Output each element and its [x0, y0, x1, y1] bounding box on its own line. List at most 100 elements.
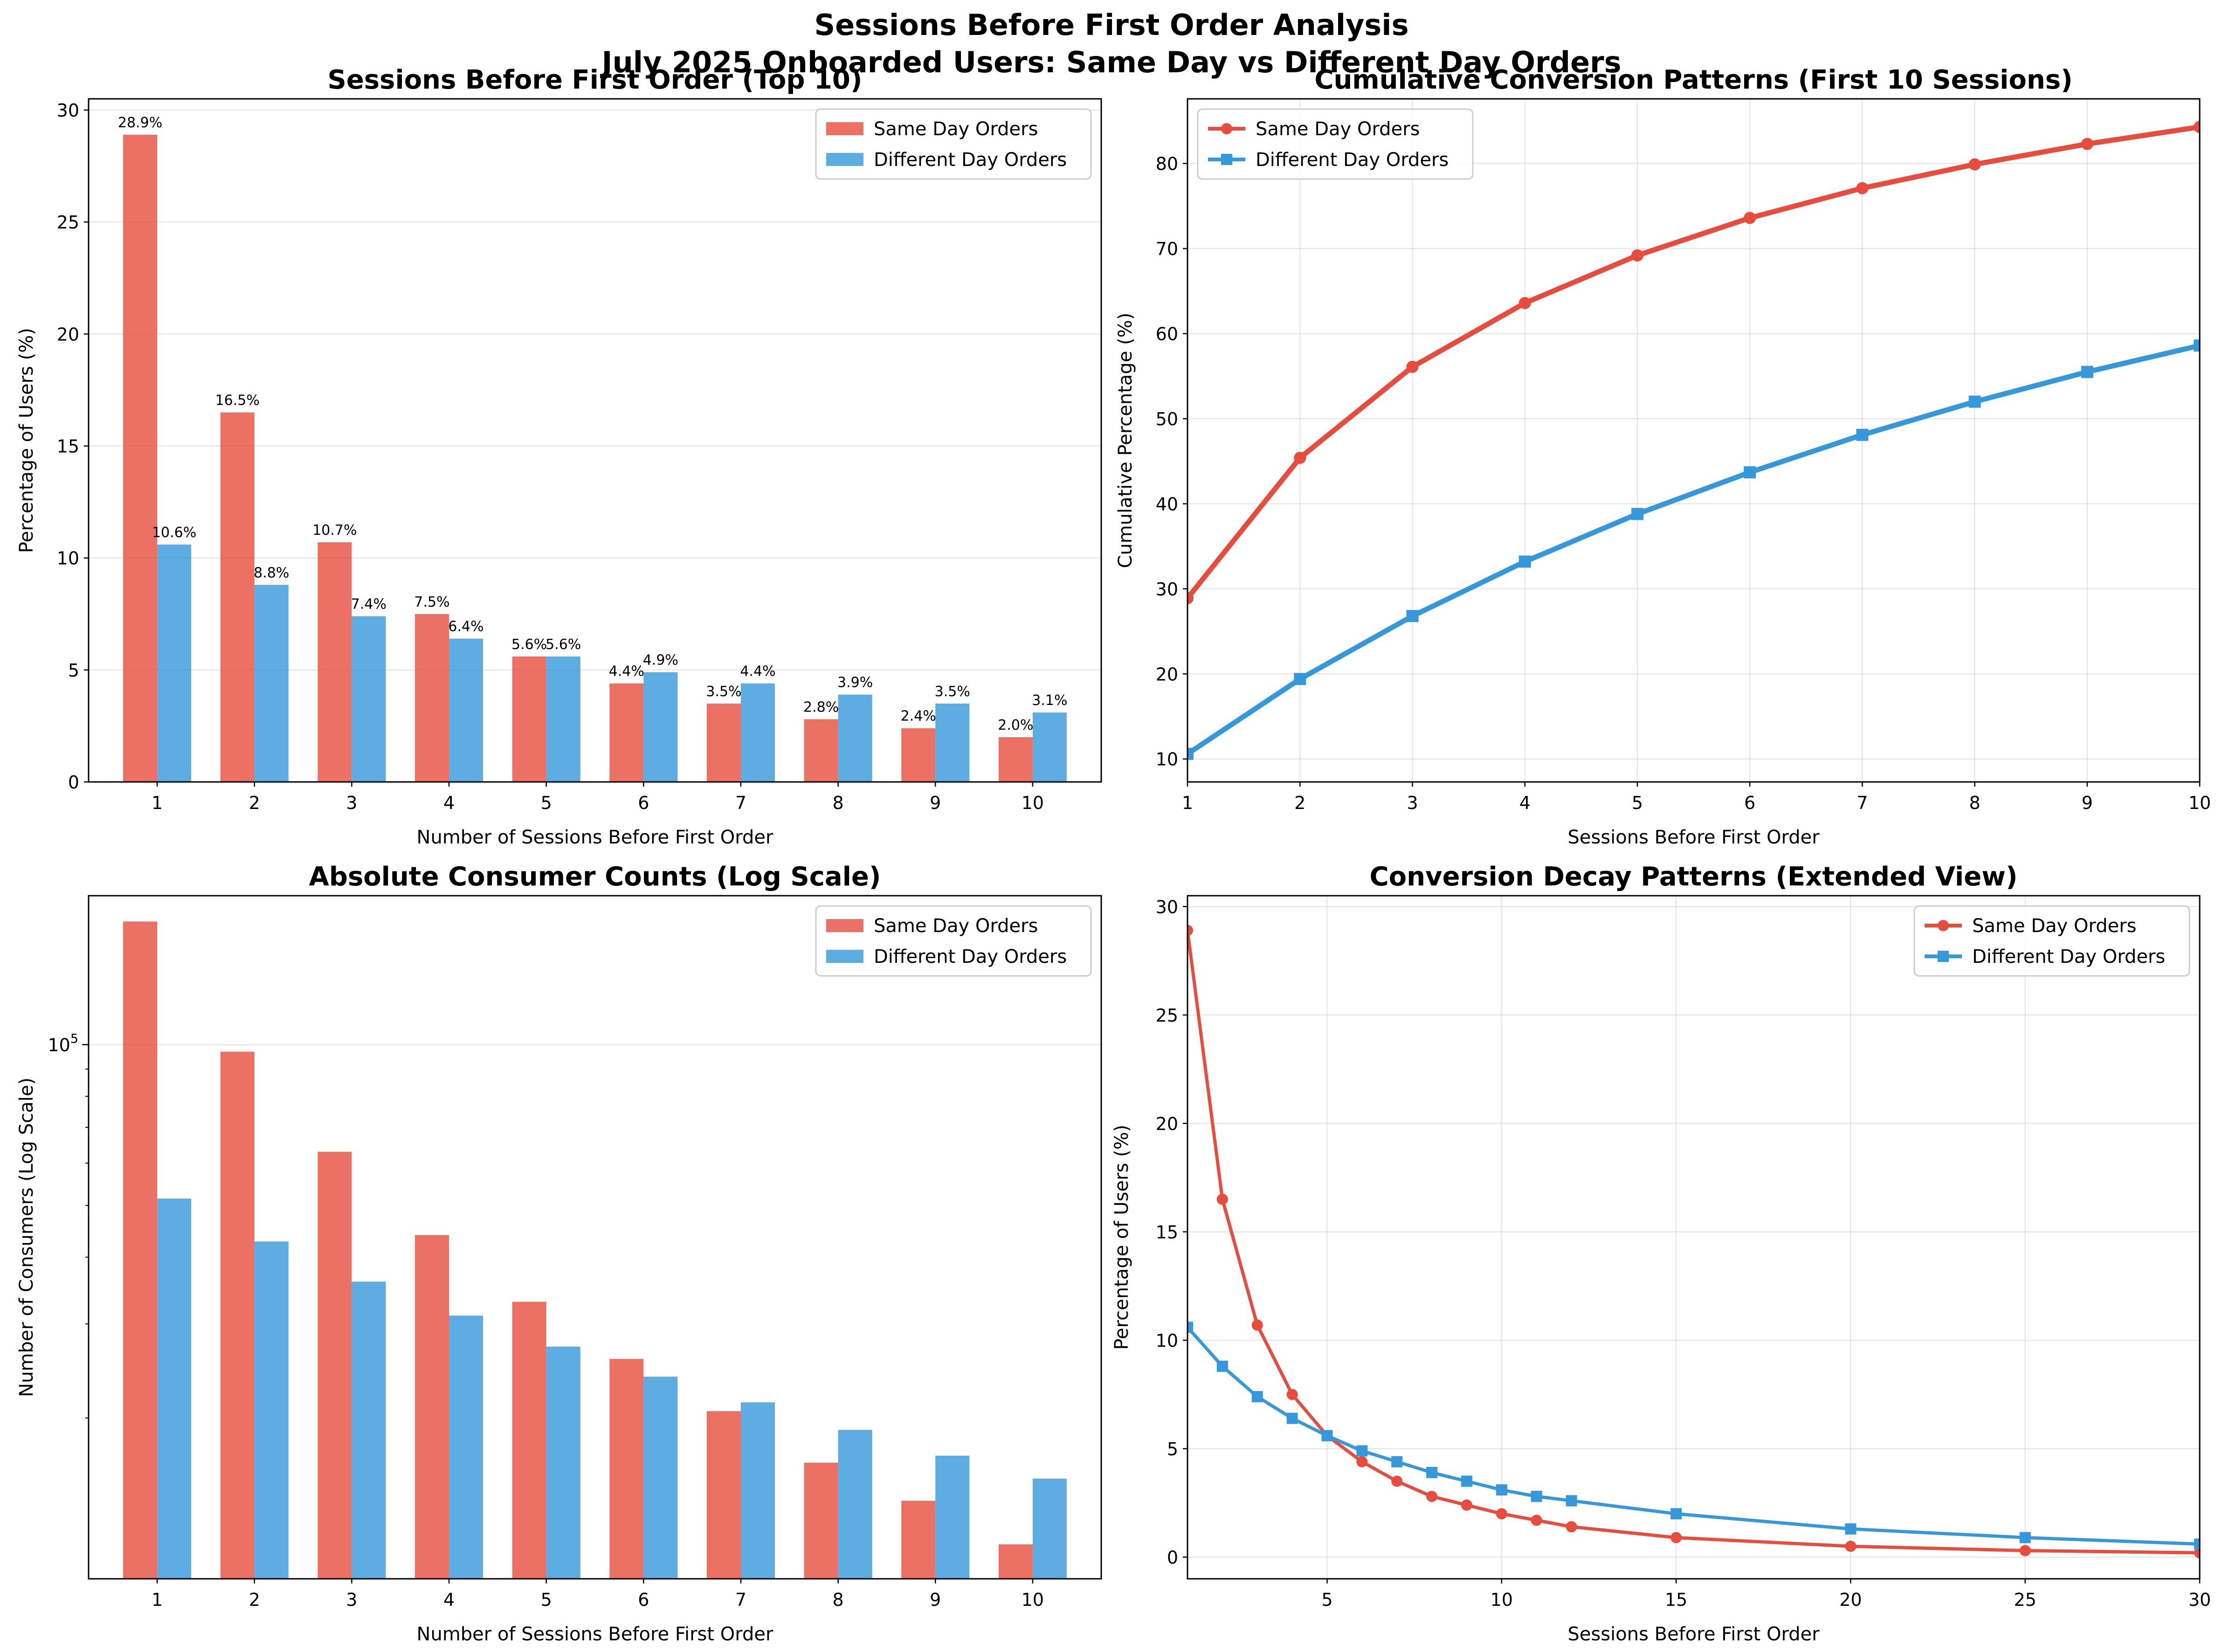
y-tick-label: 50: [1156, 409, 1178, 429]
point-different-day-3: [1406, 610, 1419, 622]
y-axis-label-3: Percentage of Users (%): [1111, 1125, 1132, 1350]
legend-bar-swatch: [826, 950, 863, 963]
plot-area: [1187, 121, 2200, 760]
data-label: 4.9%: [643, 652, 678, 669]
bar-different-day-8: [838, 694, 872, 782]
point-different-day-1: [1187, 1321, 1193, 1333]
point-different-day-10: [2194, 339, 2200, 352]
point-different-day-6: [1744, 466, 1756, 478]
legend-marker-square: [1221, 154, 1232, 165]
y-tick-label: 30: [1156, 579, 1178, 600]
bar-different-day-8: [838, 1430, 872, 1579]
legend-frame: [815, 108, 1092, 180]
bar-same-day-2: [220, 1051, 255, 1579]
legend-entry-0: Same Day Orders: [874, 915, 1038, 937]
point-different-day-4: [1519, 555, 1531, 568]
point-same-day-6: [1744, 212, 1756, 224]
bar-same-day-3: [318, 542, 352, 782]
x-axis-label-2: Number of Sessions Before First Order: [417, 1624, 773, 1645]
data-label: 8.8%: [254, 565, 289, 581]
y-tick-label: 105: [48, 1031, 78, 1055]
point-different-day-4: [1286, 1412, 1298, 1424]
point-same-day-9: [2081, 138, 2093, 150]
chart-conversion-decay: 5 10 15 20 25 30 0 5 10 15 20 25 30 Conversion Decay …: [1111, 862, 2211, 1645]
bar-different-day-6: [643, 1376, 678, 1579]
figure-title-line-2: July 2025 Onboarded Users: Same Day vs D…: [601, 45, 1622, 79]
y-axis-label-2: Number of Consumers (Log Scale): [16, 1078, 37, 1397]
bar-different-day-10: [1032, 712, 1067, 782]
legend: Same Day Orders Different Day Orders: [1197, 108, 1474, 180]
data-label: 5.6%: [545, 636, 581, 653]
chart-sessions-top10: 05101520253028.9%16.5%10.7%7.5%5.6%4.4%3…: [16, 65, 1102, 848]
point-same-day-2: [1294, 451, 1306, 464]
point-same-day-15: [1671, 1532, 1682, 1543]
bar-same-day-5: [512, 1301, 546, 1579]
bar-same-day-4: [415, 614, 449, 782]
y-tick-label: 15: [1156, 1222, 1178, 1243]
y-tick-label: 25: [57, 212, 79, 233]
x-tick-label: 25: [2014, 1590, 2037, 1610]
point-different-day-8: [1426, 1467, 1438, 1479]
x-tick-label: 6: [638, 1590, 649, 1610]
y-tick-label: 20: [1156, 664, 1178, 684]
bar-different-day-9: [935, 703, 970, 782]
point-different-day-6: [1356, 1445, 1368, 1457]
x-tick-label: 2: [1294, 793, 1305, 813]
data-label: 3.5%: [935, 684, 970, 700]
axes-frame: [1187, 98, 2201, 783]
point-different-day-9: [1461, 1475, 1472, 1487]
data-label: 28.9%: [118, 115, 162, 131]
point-same-day-4: [1286, 1389, 1298, 1400]
data-label: 3.1%: [1032, 692, 1067, 709]
point-different-day-7: [1391, 1456, 1403, 1467]
x-tick-label: 3: [346, 793, 357, 813]
point-same-day-7: [1856, 182, 1869, 194]
axes-frame: [1187, 895, 2201, 1580]
x-tick-label: 20: [1839, 1590, 1862, 1610]
y-tick-label: 10: [1156, 749, 1178, 770]
figure-title-line-1: Sessions Before First Order Analysis: [814, 8, 1409, 42]
point-different-day-3: [1251, 1391, 1263, 1403]
series-line-different-day: [1187, 1326, 2200, 1546]
bar-different-day-6: [643, 672, 678, 782]
legend: Same Day Orders Different Day Orders: [815, 905, 1092, 977]
point-same-day-3: [1251, 1319, 1263, 1331]
point-different-day-2: [1294, 673, 1306, 685]
x-axis-label-3: Sessions Before First Order: [1567, 1624, 1820, 1645]
bar-different-day-3: [352, 1281, 386, 1579]
data-label: 3.9%: [837, 675, 873, 691]
legend-bar-swatch: [826, 122, 863, 135]
point-same-day-25: [2019, 1545, 2031, 1556]
chart-title-0: Sessions Before First Order (Top 10): [328, 65, 863, 95]
y-tick-label: 5: [1167, 1439, 1178, 1459]
point-same-day-5: [1631, 249, 1643, 262]
x-tick-label: 6: [638, 793, 649, 813]
x-tick-label: 5: [541, 793, 552, 813]
axes-frame: [88, 98, 1102, 783]
bar-same-day-9: [901, 728, 936, 782]
x-tick-label: 2: [249, 793, 260, 813]
data-label: 5.6%: [511, 636, 547, 653]
bar-same-day-7: [706, 703, 741, 782]
point-different-day-20: [1845, 1523, 1857, 1535]
legend-entry-0: Same Day Orders: [1972, 915, 2136, 937]
point-same-day-10: [1496, 1508, 1507, 1520]
y-tick-label: 5: [68, 660, 79, 681]
point-different-day-10: [1496, 1484, 1507, 1496]
bar-different-day-7: [740, 683, 775, 782]
y-tick-label: 10: [1156, 1330, 1178, 1351]
point-different-day-5: [1631, 508, 1643, 520]
bar-same-day-9: [901, 1500, 936, 1579]
x-axis-label-0: Number of Sessions Before First Order: [417, 827, 773, 848]
x-tick-label: 7: [735, 1590, 746, 1610]
x-tick-label: 7: [735, 793, 746, 813]
x-tick-label: 10: [1022, 793, 1044, 813]
point-same-day-8: [1968, 158, 1981, 171]
y-tick-label: 30: [57, 100, 79, 121]
point-different-day-1: [1187, 747, 1194, 760]
data-label: 7.4%: [351, 596, 387, 613]
x-tick-label: 4: [443, 1590, 455, 1610]
chart-title-2: Absolute Consumer Counts (Log Scale): [309, 862, 881, 892]
data-label: 6.4%: [448, 619, 483, 635]
